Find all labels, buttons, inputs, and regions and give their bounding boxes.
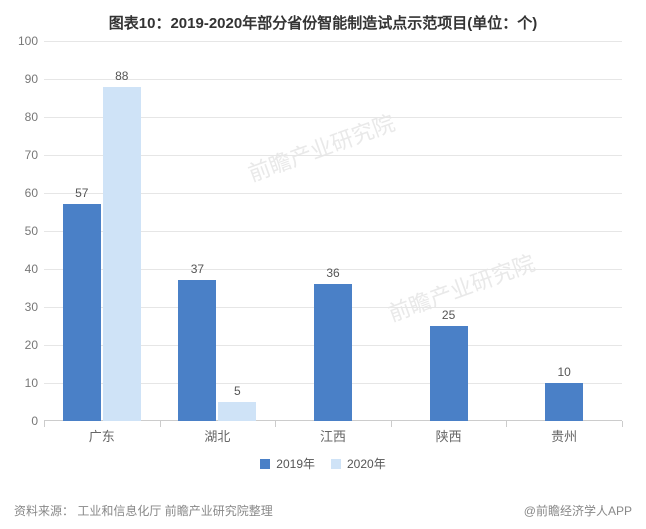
x-tick	[506, 421, 507, 427]
category-label: 江西	[320, 426, 346, 445]
legend-swatch	[260, 459, 270, 469]
legend: 2019年 2020年	[0, 455, 646, 472]
source: 资料来源： 工业和信息化厅 前瞻产业研究院整理	[14, 502, 273, 519]
chart-area: 前瞻产业研究院 前瞻产业研究院 0102030405060708090100 5…	[44, 41, 622, 421]
y-tick-label: 80	[25, 110, 38, 124]
legend-label: 2020年	[347, 455, 386, 472]
bar-value-label: 37	[191, 262, 204, 276]
legend-label: 2019年	[276, 455, 315, 472]
chart-title: 图表10：2019-2020年部分省份智能制造试点示范项目(单位：个)	[0, 0, 646, 41]
y-tick-label: 60	[25, 186, 38, 200]
bar-2019年	[430, 326, 468, 421]
legend-item: 2019年	[260, 455, 315, 472]
y-tick-label: 0	[31, 414, 38, 428]
x-tick	[275, 421, 276, 427]
category-label: 陕西	[436, 426, 462, 445]
footer: 资料来源： 工业和信息化厅 前瞻产业研究院整理 @前瞻经济学人APP	[14, 502, 632, 519]
bar-value-label: 36	[326, 266, 339, 280]
y-tick-label: 100	[18, 34, 38, 48]
bar-2020年	[103, 87, 141, 421]
grid-line	[44, 41, 622, 42]
source-text: 工业和信息化厅 前瞻产业研究院整理	[77, 504, 272, 518]
grid-line	[44, 79, 622, 80]
bar-2019年	[314, 284, 352, 421]
plot-area: 5788广东375湖北36江西25陕西10贵州	[44, 41, 622, 421]
x-tick	[44, 421, 45, 427]
source-label: 资料来源：	[14, 504, 74, 518]
legend-item: 2020年	[331, 455, 386, 472]
bar-2019年	[178, 280, 216, 421]
x-tick	[622, 421, 623, 427]
y-tick-label: 90	[25, 72, 38, 86]
x-tick	[160, 421, 161, 427]
y-tick-label: 70	[25, 148, 38, 162]
chart-container: 图表10：2019-2020年部分省份智能制造试点示范项目(单位：个) 前瞻产业…	[0, 0, 646, 529]
bar-value-label: 88	[115, 69, 128, 83]
bar-2019年	[545, 383, 583, 421]
y-tick-label: 30	[25, 300, 38, 314]
bar-value-label: 5	[234, 384, 241, 398]
bar-value-label: 10	[558, 365, 571, 379]
category-label: 广东	[89, 426, 115, 445]
bar-2019年	[63, 204, 101, 421]
y-tick-label: 10	[25, 376, 38, 390]
y-tick-label: 50	[25, 224, 38, 238]
attribution: @前瞻经济学人APP	[524, 502, 632, 519]
bar-value-label: 57	[75, 186, 88, 200]
category-label: 贵州	[551, 426, 577, 445]
bar-value-label: 25	[442, 308, 455, 322]
y-tick-label: 20	[25, 338, 38, 352]
y-tick-label: 40	[25, 262, 38, 276]
x-tick	[391, 421, 392, 427]
category-label: 湖北	[204, 426, 230, 445]
y-axis: 0102030405060708090100	[10, 41, 44, 421]
bar-2020年	[218, 402, 256, 421]
legend-swatch	[331, 459, 341, 469]
